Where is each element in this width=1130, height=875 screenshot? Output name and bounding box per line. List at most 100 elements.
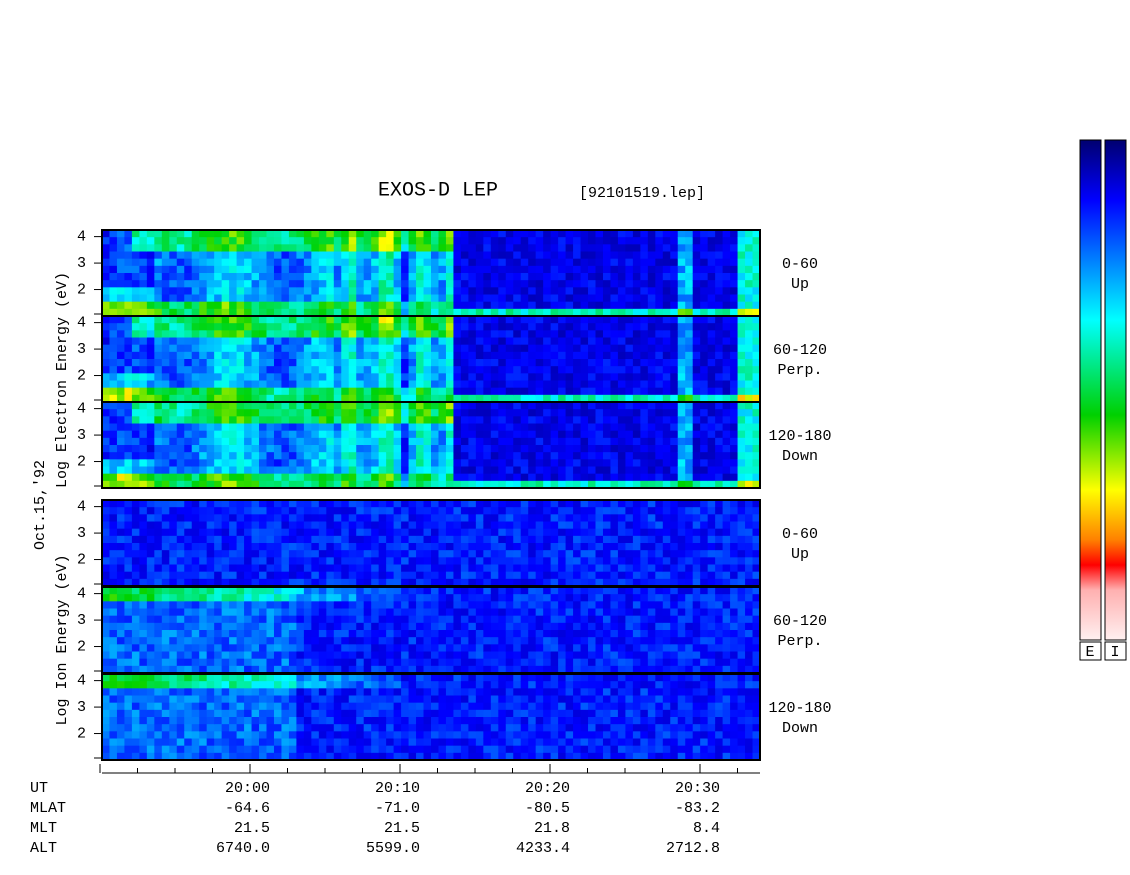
spectrogram-cell xyxy=(737,308,746,317)
spectrogram-cell xyxy=(146,500,155,508)
spectrogram-cell xyxy=(528,507,537,515)
spectrogram-cell xyxy=(378,280,387,288)
spectrogram-cell xyxy=(244,622,253,631)
spectrogram-cell xyxy=(206,237,215,245)
spectrogram-cell xyxy=(677,571,686,580)
spectrogram-cell xyxy=(206,665,215,674)
spectrogram-cell xyxy=(229,578,238,587)
spectrogram-cell xyxy=(199,601,208,609)
spectrogram-cell xyxy=(229,514,238,522)
spectrogram-cell xyxy=(371,423,380,432)
spectrogram-cell xyxy=(139,445,148,453)
spectrogram-cell xyxy=(423,251,432,260)
spectrogram-cell xyxy=(655,301,664,310)
spectrogram-cell xyxy=(184,337,193,346)
spectrogram-cell xyxy=(625,507,634,515)
spectrogram-cell xyxy=(490,473,499,482)
spectrogram-cell xyxy=(333,507,342,515)
spectrogram-cell xyxy=(460,316,469,324)
spectrogram-cell xyxy=(214,578,223,587)
spectrogram-cell xyxy=(700,409,709,417)
spectrogram-cell xyxy=(229,665,238,674)
spectrogram-cell xyxy=(154,244,163,252)
spectrogram-cell xyxy=(595,466,604,475)
spectrogram-cell xyxy=(715,230,724,238)
spectrogram-cell xyxy=(416,301,425,310)
spectrogram-cell xyxy=(251,557,260,565)
spectrogram-cell xyxy=(573,409,582,417)
spectrogram-cell xyxy=(281,557,290,565)
spectrogram-cell xyxy=(700,316,709,324)
spectrogram-cell xyxy=(176,430,185,439)
spectrogram-cell xyxy=(229,323,238,331)
spectrogram-cell xyxy=(445,500,454,508)
spectrogram-cell xyxy=(341,437,350,446)
spectrogram-cell xyxy=(408,658,417,667)
spectrogram-cell xyxy=(565,594,574,602)
spectrogram-cell xyxy=(229,500,238,508)
spectrogram-cell xyxy=(475,437,484,446)
spectrogram-cell xyxy=(520,380,529,389)
spectrogram-cell xyxy=(244,445,253,453)
spectrogram-cell xyxy=(273,409,282,417)
spectrogram-cell xyxy=(438,387,447,396)
spectrogram-cell xyxy=(453,344,462,353)
spectrogram-cell xyxy=(588,394,596,403)
spectrogram-cell xyxy=(431,514,439,522)
spectrogram-cell xyxy=(670,366,679,374)
spectrogram-cell xyxy=(266,550,275,558)
spectrogram-cell xyxy=(460,651,469,660)
spectrogram-cell xyxy=(423,564,432,573)
spectrogram-cell xyxy=(124,608,133,617)
spectrogram-cell xyxy=(161,571,170,580)
spectrogram-cell xyxy=(685,402,694,410)
spectrogram-cell xyxy=(259,258,267,267)
spectrogram-cell xyxy=(692,557,701,565)
spectrogram-cell xyxy=(730,430,739,439)
spectrogram-cell xyxy=(640,409,649,417)
spectrogram-cell xyxy=(116,337,125,346)
spectrogram-cell xyxy=(453,594,462,602)
spectrogram-cell xyxy=(602,416,611,424)
spectrogram-cell xyxy=(423,473,432,482)
spectrogram-cell xyxy=(109,473,118,482)
spectrogram-cell xyxy=(595,543,604,551)
spectrogram-cell xyxy=(535,287,544,295)
spectrogram-cell xyxy=(288,644,297,652)
spectrogram-cell xyxy=(386,373,395,381)
spectrogram-cell xyxy=(214,359,223,367)
spectrogram-cell xyxy=(483,507,492,515)
spectrogram-cell xyxy=(401,265,410,274)
spectrogram-cell xyxy=(520,651,529,660)
spectrogram-cell xyxy=(333,373,342,381)
spectrogram-cell xyxy=(124,594,133,602)
spectrogram-cell xyxy=(154,473,163,482)
spectrogram-cell xyxy=(558,473,567,482)
spectrogram-cell xyxy=(341,308,350,317)
spectrogram-cell xyxy=(386,528,395,537)
spectrogram-cell xyxy=(498,608,507,617)
spectrogram-cell xyxy=(423,651,432,660)
spectrogram-cell xyxy=(401,273,410,281)
spectrogram-cell xyxy=(184,480,193,489)
spectrogram-cell xyxy=(632,244,641,252)
spectrogram-cell xyxy=(580,301,589,310)
spectrogram-cell xyxy=(565,323,574,331)
spectrogram-cell xyxy=(288,550,297,558)
spectrogram-cell xyxy=(206,323,215,331)
spectrogram-cell xyxy=(730,280,739,288)
spectrogram-cell xyxy=(565,615,574,624)
spectrogram-cell xyxy=(550,387,559,396)
spectrogram-cell xyxy=(244,294,253,303)
spectrogram-cell xyxy=(475,615,484,624)
spectrogram-cell xyxy=(423,423,432,432)
spectrogram-cell xyxy=(333,387,342,396)
spectrogram-cell xyxy=(722,578,731,587)
spectrogram-cell xyxy=(401,557,410,565)
spectrogram-cell xyxy=(490,535,499,544)
spectrogram-cell xyxy=(311,557,320,565)
spectrogram-cell xyxy=(124,637,133,645)
spectrogram-cell xyxy=(745,473,754,482)
spectrogram-cell xyxy=(318,366,327,374)
spectrogram-cell xyxy=(445,373,454,381)
